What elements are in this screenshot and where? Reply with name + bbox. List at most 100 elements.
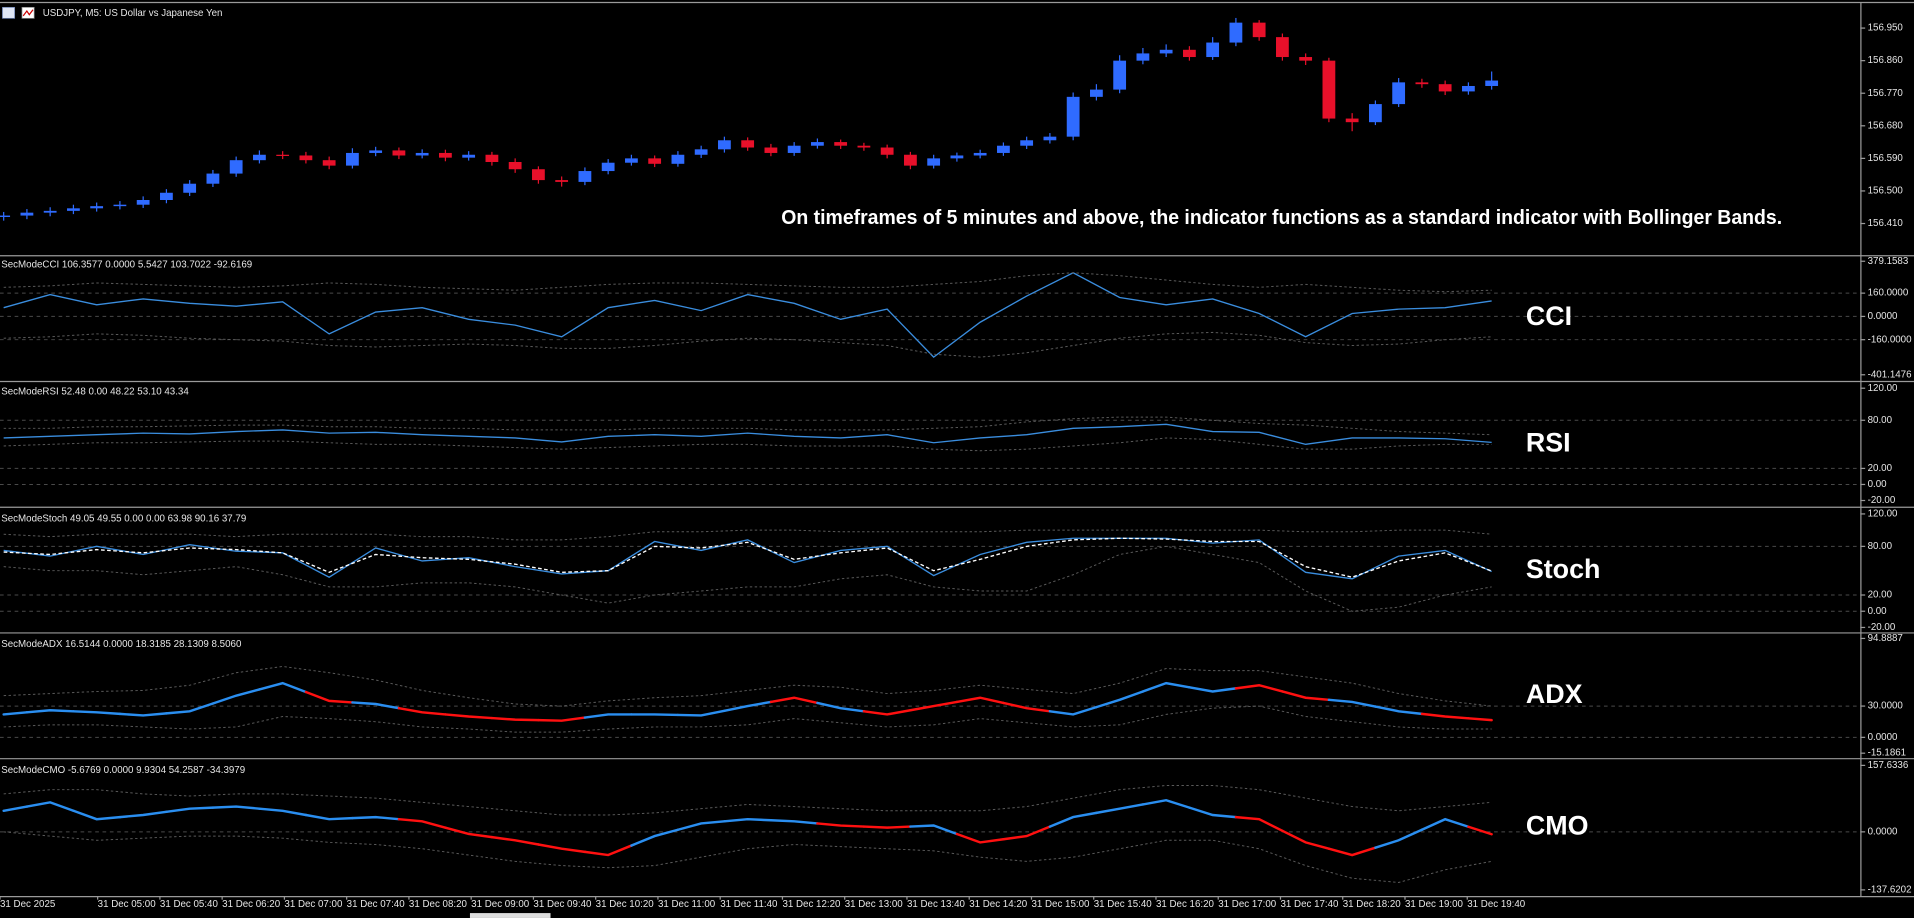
indicator-line-piece — [444, 826, 494, 839]
x-tick-label: 31 Dec 14:20 — [969, 899, 1028, 910]
indicator-line-piece — [1234, 683, 1284, 693]
x-tick-label: 31 Dec 13:40 — [907, 899, 966, 910]
candle-body — [43, 210, 57, 213]
panel-title: SecModeCCI 106.3577 0.0000 5.5427 103.70… — [1, 259, 252, 270]
indicator-line-piece — [490, 835, 540, 846]
x-tick-label: 31 Dec 11:40 — [720, 899, 778, 910]
indicator-line-piece — [537, 843, 587, 854]
candle-body — [229, 160, 243, 174]
candle-body — [625, 158, 638, 163]
indicator-line-piece — [1141, 798, 1191, 809]
band-line — [3, 705, 1492, 733]
y-tick-label: 160.0000 — [1868, 288, 1909, 299]
indicator-line-piece — [1095, 690, 1145, 709]
candle-body — [136, 199, 150, 205]
candle-body — [671, 154, 685, 164]
indicator-line-piece — [1281, 690, 1331, 702]
y-tick-label: -15.1861 — [1868, 748, 1907, 759]
panel-borders — [0, 1, 1914, 898]
indicator-line-piece — [1048, 811, 1098, 828]
x-tick-label: 31 Dec 06:20 — [222, 899, 281, 910]
y-tick-label: 80.00 — [1868, 541, 1893, 552]
candle-body — [718, 140, 731, 150]
indicator-line-piece — [537, 716, 587, 722]
x-tick-label: 31 Dec 15:00 — [1031, 899, 1090, 910]
indicator-line-piece — [676, 820, 726, 831]
panel-title: SecModeStoch 49.05 49.55 0.00 0.00 63.98… — [1, 513, 246, 524]
indicator-line-piece — [862, 825, 912, 829]
x-tick-label: 31 Dec 07:00 — [284, 899, 343, 910]
indicator-line-piece — [118, 712, 168, 717]
panel-title: SecModeADX 16.5144 0.0000 18.3185 28.130… — [1, 639, 242, 650]
candle-body — [439, 152, 452, 158]
x-tick-label: 31 Dec 15:40 — [1094, 899, 1153, 910]
indicator-line-piece — [2, 711, 29, 716]
band-line — [3, 416, 1492, 436]
indicator-line-piece — [1188, 686, 1238, 693]
x-tick-label: 31 Dec 2025 — [0, 899, 56, 910]
panel-title: SecModeCMO -5.6769 0.0000 9.9304 54.2587… — [1, 765, 245, 776]
indicator-line-piece — [1420, 712, 1470, 720]
candle-body — [1485, 80, 1499, 86]
y-tick-label: 156.860 — [1868, 55, 1904, 66]
indicator-line — [3, 272, 1492, 359]
candle-body — [20, 212, 34, 216]
indicator-line-piece — [351, 701, 401, 710]
indicator-line-piece — [1467, 717, 1493, 722]
y-tick-label: 156.500 — [1868, 186, 1904, 197]
band-line — [3, 437, 1492, 452]
x-tick-label: 31 Dec 09:40 — [533, 899, 592, 910]
x-tick-label: 31 Dec 18:20 — [1343, 899, 1402, 910]
candle-body — [253, 154, 266, 161]
band-line — [3, 831, 1492, 883]
indicator-line-piece — [723, 700, 773, 712]
indicator-line-piece — [444, 713, 494, 720]
y-tick-label: 379.1583 — [1868, 256, 1909, 267]
y-tick-label: -137.6202 — [1868, 884, 1912, 895]
candle-body — [1113, 60, 1127, 90]
indicator-line-piece — [2, 805, 29, 812]
y-tick-label: 156.950 — [1868, 23, 1904, 34]
candle-body — [183, 183, 197, 193]
y-tick-label: 20.00 — [1868, 463, 1893, 474]
indicator-line-piece — [351, 815, 401, 821]
indicator-line-piece — [258, 681, 308, 694]
candle-body — [1229, 22, 1243, 43]
candle-body — [787, 145, 801, 153]
panel-title: USDJPY, M5: US Dollar vs Japanese Yen — [43, 8, 223, 19]
candle-body — [1415, 82, 1429, 85]
candle-body — [834, 142, 848, 146]
indicator-line-piece — [1002, 701, 1052, 713]
indicator-line-piece — [816, 701, 866, 713]
band-line — [3, 529, 1492, 541]
x-tick-label: 31 Dec 17:00 — [1218, 899, 1277, 910]
candle-body — [904, 154, 917, 166]
candle-body — [764, 147, 778, 153]
y-tick-label: -160.0000 — [1868, 334, 1912, 345]
candle-body — [648, 158, 662, 164]
indicator-line-piece — [955, 696, 1005, 705]
indicator-label: ADX — [1526, 679, 1583, 709]
icon-table — [2, 6, 16, 19]
y-tick-label: 0.00 — [1868, 479, 1888, 490]
indicator-line-piece — [72, 710, 122, 716]
indicator-line-piece — [211, 688, 261, 705]
y-tick-label: 156.590 — [1868, 153, 1904, 164]
x-tick-label: 31 Dec 10:20 — [596, 899, 655, 910]
candle-body — [1206, 42, 1220, 58]
candle-body — [997, 145, 1010, 153]
indicator-line-piece — [630, 713, 680, 717]
y-tick-label: 0.00 — [1868, 606, 1888, 617]
candle-body — [694, 149, 708, 155]
y-tick-label: 94.8887 — [1868, 633, 1903, 644]
indicator-line-piece — [1234, 815, 1284, 833]
indicator-line-piece — [1141, 681, 1191, 693]
indicator-label: Stoch — [1526, 554, 1601, 584]
indicator-line-piece — [909, 700, 959, 712]
indicator-line-piece — [862, 709, 912, 716]
candle-body — [276, 154, 290, 156]
band-line — [3, 272, 1492, 293]
y-tick-label: 120.00 — [1868, 383, 1898, 394]
